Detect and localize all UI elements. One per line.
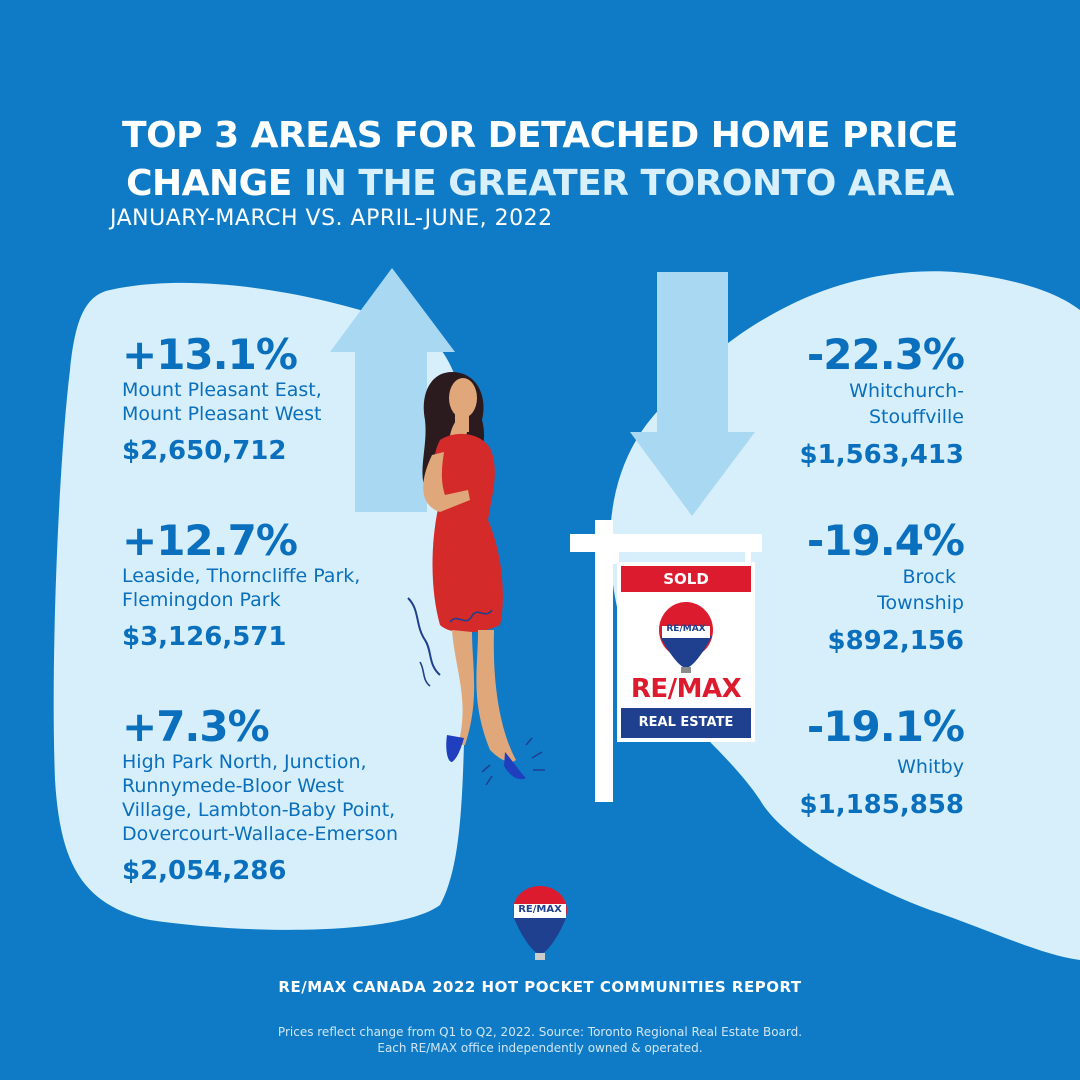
decline-percent: -22.3% [806,330,965,379]
gain-price: $3,126,571 [122,622,287,652]
page-title: TOP 3 AREAS FOR DETACHED HOME PRICE CHAN… [0,112,1080,208]
footer-balloon-text: RE/MAX [518,904,562,915]
gain-area-line: Dovercourt-Wallace-Emerson [122,823,399,845]
gain-percent: +7.3% [122,702,270,751]
decline-area-line: Stouffville [868,406,964,428]
gain-percent: +13.1% [122,330,298,379]
decline-percent: -19.4% [806,516,965,565]
decline-area-line: Township [877,592,964,614]
disclaimer: Prices reflect change from Q1 to Q2, 202… [0,1024,1080,1056]
gain-entry: +12.7% Leaside, Thorncliffe Park, Flemin… [122,518,360,654]
title-line-2-white: CHANGE [126,163,292,204]
decline-price: $1,563,413 [799,440,964,470]
remax-balloon-icon [659,602,713,673]
decline-price: $1,185,858 [799,790,964,820]
remax-balloon-icon [513,886,567,960]
sign-balloon-text: RE/MAX [666,624,706,634]
title-line-2-accent: IN THE GREATER TORONTO AREA [291,163,955,204]
gain-entry: +7.3% High Park North, Junction, Runnyme… [122,704,398,888]
sign-brand: RE/MAX [630,674,742,704]
down-arrow-icon [630,272,755,516]
decline-area-line: Whitchurch- [849,380,964,402]
title-line-1: TOP 3 AREAS FOR DETACHED HOME PRICE [122,115,958,156]
gain-area-line: Village, Lambton-Baby Point, [122,799,396,821]
gain-percent: +12.7% [122,516,298,565]
decline-price: $892,156 [827,626,964,656]
page-subtitle: JANUARY-MARCH VS. APRIL-JUNE, 2022 [110,206,553,231]
disclaimer-line: Each RE/MAX office independently owned &… [377,1041,703,1055]
woman-illustration [407,372,545,786]
decline-percent: -19.1% [806,702,965,751]
sign-bottom-label: REAL ESTATE [638,715,734,730]
gain-area-line: Leaside, Thorncliffe Park, [122,565,361,587]
sold-label: SOLD [663,570,709,588]
up-arrow-icon [330,268,455,512]
decline-entry: -19.1% Whitby $1,185,858 [799,702,965,822]
gain-price: $2,054,286 [122,856,287,886]
title-line-2: CHANGE IN THE GREATER TORONTO AREA [0,160,1080,208]
gain-price: $2,650,712 [122,436,287,466]
gain-area-line: Mount Pleasant East, [122,379,322,401]
decline-area-line: Whitby [897,756,964,778]
gain-entry: +13.1% Mount Pleasant East, Mount Pleasa… [122,332,322,468]
gain-area-line: High Park North, Junction, [122,751,367,773]
sold-sign-icon [570,520,762,802]
gain-area-line: Flemingdon Park [122,589,281,611]
disclaimer-line: Prices reflect change from Q1 to Q2, 202… [277,1025,803,1039]
decline-entry: -19.4% Brock Township $892,156 [806,516,965,658]
decline-area-line: Brock [902,566,956,588]
decline-entry: -22.3% Whitchurch- Stouffville $1,563,41… [799,330,965,472]
gain-area-line: Runnymede-Bloor West [122,775,344,797]
gain-area-line: Mount Pleasant West [122,403,322,425]
report-title: RE/MAX CANADA 2022 HOT POCKET COMMUNITIE… [278,978,802,996]
